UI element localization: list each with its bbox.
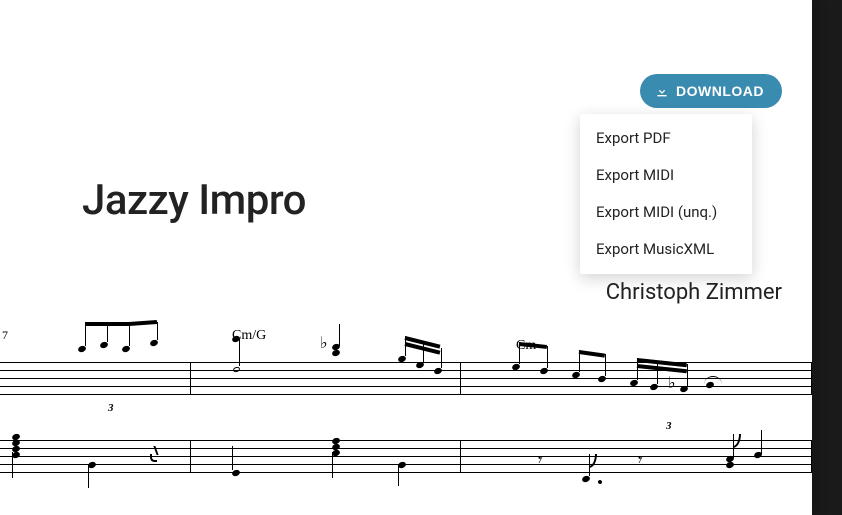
download-button[interactable]: DOWNLOAD [640,74,782,108]
export-menu: Export PDF Export MIDI Export MIDI (unq.… [580,114,752,274]
download-label: DOWNLOAD [676,83,764,99]
bass-staff [0,440,812,472]
score-composer: Christoph Zimmer [606,280,782,305]
menu-export-midi-unq[interactable]: Export MIDI (unq.) [580,194,752,231]
menu-export-musicxml[interactable]: Export MusicXML [580,231,752,268]
menu-export-midi[interactable]: Export MIDI [580,157,752,194]
tuplet-number: 3 [666,420,672,432]
sheet-page: DOWNLOAD Export PDF Export MIDI Export M… [0,0,812,515]
score-title: Jazzy Impro [82,176,306,225]
tuplet-number: 3 [108,402,114,414]
score-area: 7 Cm/G Cm 3 ♭ [0,322,812,512]
download-icon [654,83,670,99]
leading-label: 7 [2,328,8,343]
menu-export-pdf[interactable]: Export PDF [580,120,752,157]
treble-staff [0,362,812,394]
